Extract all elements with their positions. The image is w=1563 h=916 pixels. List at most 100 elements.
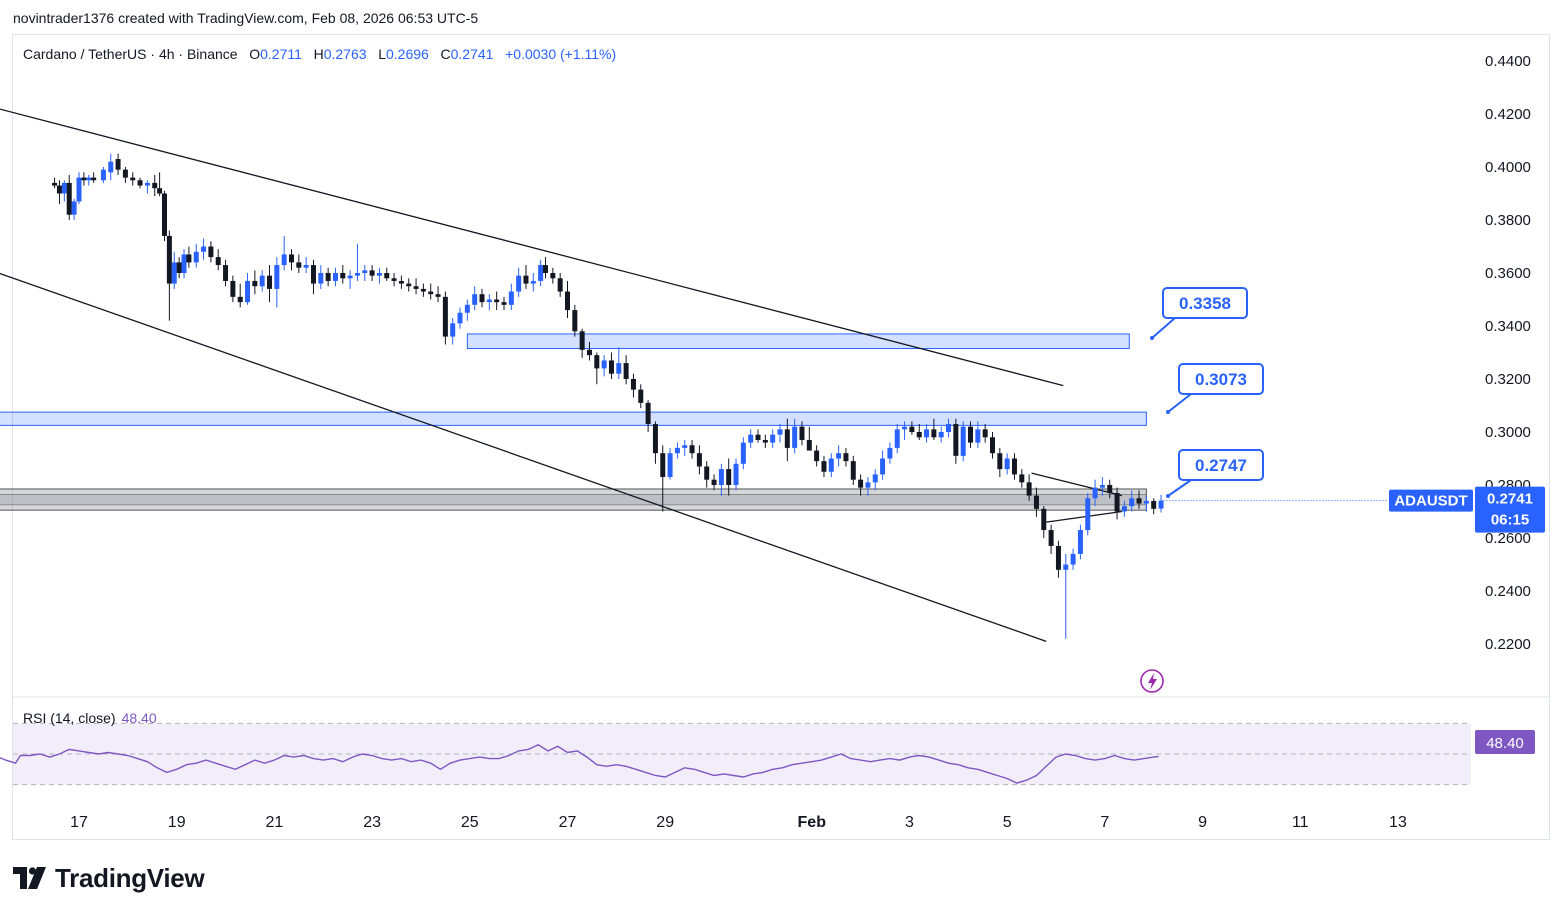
candle-body xyxy=(362,270,368,273)
candle-body xyxy=(130,177,136,181)
candle xyxy=(909,421,915,435)
candle-body xyxy=(325,273,331,281)
candle xyxy=(171,251,177,289)
triangle-upper xyxy=(1031,472,1123,497)
candle-body xyxy=(479,294,485,303)
candle-body xyxy=(630,379,636,390)
candle xyxy=(689,439,695,459)
candle xyxy=(303,257,309,273)
candle-body xyxy=(464,304,470,313)
candle-body xyxy=(1107,485,1113,493)
candle xyxy=(755,429,761,443)
candle xyxy=(924,424,930,443)
candle xyxy=(989,432,995,459)
candle-body xyxy=(530,280,536,284)
y-tick-label: 0.3800 xyxy=(1485,212,1531,229)
candle xyxy=(1077,524,1083,560)
candle-body xyxy=(1055,545,1061,570)
candle xyxy=(718,463,724,496)
candle-body xyxy=(457,312,463,324)
candle-body xyxy=(1077,530,1083,554)
candle xyxy=(894,424,900,454)
candle-body xyxy=(71,201,77,215)
candle-body xyxy=(1136,498,1142,504)
candle xyxy=(630,373,636,398)
candle xyxy=(916,424,922,440)
candle xyxy=(523,265,529,289)
candle xyxy=(543,257,549,279)
callout-label: 0.3358 xyxy=(1179,294,1231,313)
candle xyxy=(428,283,434,300)
candle xyxy=(296,254,302,273)
lightning-icon-bolt xyxy=(1148,673,1157,690)
level-callout: 0.3358 xyxy=(1150,287,1248,340)
candle-body xyxy=(267,275,273,289)
candle xyxy=(230,275,236,303)
candle xyxy=(623,355,629,385)
candle-body xyxy=(310,265,316,284)
candle-body xyxy=(1114,492,1120,512)
candle xyxy=(1041,506,1047,538)
candle xyxy=(152,174,158,197)
candle xyxy=(186,246,192,268)
candle-body xyxy=(608,360,614,374)
lightning-icon[interactable] xyxy=(1140,669,1164,693)
candle xyxy=(946,418,952,438)
legend-low-label: L xyxy=(378,46,386,62)
candle xyxy=(1033,487,1039,517)
candle-body xyxy=(193,251,199,263)
candle xyxy=(406,278,412,292)
candle-body xyxy=(435,294,441,297)
level-callout: 0.2747 xyxy=(1166,449,1264,498)
y-tick-label: 0.4000 xyxy=(1485,159,1531,176)
candle-body xyxy=(252,280,258,287)
candle xyxy=(557,273,563,297)
candle-body xyxy=(56,185,62,194)
rsi-legend-value: 48.40 xyxy=(121,710,157,726)
candle-body xyxy=(1099,485,1105,488)
candle-body xyxy=(281,254,287,266)
candle-body xyxy=(137,180,143,186)
y-tick-label: 0.3000 xyxy=(1485,424,1531,441)
candle xyxy=(674,442,680,459)
candle-body xyxy=(501,302,507,305)
candle xyxy=(435,286,441,303)
candle xyxy=(450,318,456,345)
candle-body xyxy=(938,432,944,438)
legend-timeframe[interactable]: 4h xyxy=(158,46,175,62)
candle-body xyxy=(784,429,790,448)
candle-body xyxy=(186,254,192,263)
tradingview-logo[interactable]: TradingView xyxy=(13,862,205,894)
candle xyxy=(902,421,908,440)
candle xyxy=(223,259,229,287)
candle xyxy=(726,458,732,496)
candle xyxy=(997,447,1003,478)
candle-body xyxy=(924,429,930,438)
candle xyxy=(594,352,600,385)
candle xyxy=(1055,540,1061,578)
candle-body xyxy=(523,275,529,284)
candle xyxy=(318,265,324,289)
candle xyxy=(608,352,614,379)
y-tick-label: 0.3200 xyxy=(1485,371,1531,388)
x-tick-label: 19 xyxy=(168,814,186,831)
y-tick-label: 0.4200 xyxy=(1485,106,1531,123)
candle xyxy=(479,288,485,308)
candle-body xyxy=(166,235,172,284)
rsi-legend[interactable]: RSI (14, close) 48.40 xyxy=(23,710,157,726)
candle-body xyxy=(376,273,382,276)
candle-body xyxy=(81,177,87,181)
legend-high-label: H xyxy=(313,46,324,62)
candle-body xyxy=(1070,553,1076,565)
candle-body xyxy=(303,265,309,268)
tradingview-logo-icon xyxy=(13,867,46,889)
candle xyxy=(137,177,143,189)
candle-body xyxy=(508,291,514,305)
candle-body xyxy=(843,453,849,462)
x-tick-label: 13 xyxy=(1389,814,1407,831)
legend-symbol[interactable]: Cardano / TetherUS xyxy=(23,46,147,62)
candle xyxy=(1129,490,1135,512)
candle xyxy=(667,447,673,480)
candle-body xyxy=(237,296,243,303)
